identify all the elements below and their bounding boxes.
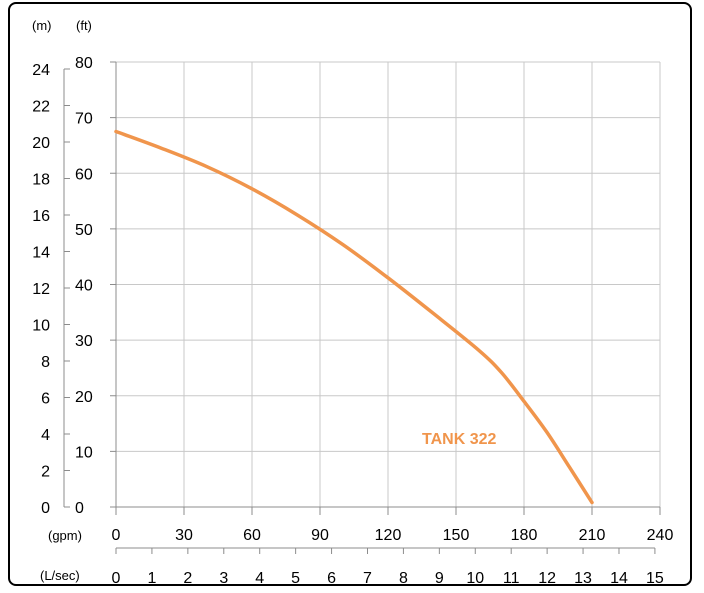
meter-tick-label: 20 bbox=[32, 135, 50, 152]
gpm-tick-label: 30 bbox=[175, 527, 193, 544]
chart-frame bbox=[8, 2, 692, 586]
meter-tick-label: 0 bbox=[41, 500, 50, 517]
lsec-tick-label: 1 bbox=[147, 570, 156, 587]
flow-lsec-unit-label: (L/sec) bbox=[40, 568, 80, 583]
ft-tick-label: 10 bbox=[75, 444, 93, 461]
ft-tick-label: 20 bbox=[75, 389, 93, 406]
lsec-tick-label: 8 bbox=[399, 570, 408, 587]
gpm-tick-label: 210 bbox=[579, 527, 606, 544]
lsec-tick-label: 3 bbox=[219, 570, 228, 587]
lsec-tick-label: 10 bbox=[466, 570, 484, 587]
meter-tick-label: 10 bbox=[32, 318, 50, 335]
gpm-tick-label: 180 bbox=[511, 527, 538, 544]
meter-tick-label: 18 bbox=[32, 172, 50, 189]
ft-tick-label: 50 bbox=[75, 222, 93, 239]
lsec-tick-label: 2 bbox=[183, 570, 192, 587]
lsec-tick-label: 11 bbox=[503, 570, 520, 587]
meter-tick-label: 6 bbox=[41, 391, 50, 408]
meter-tick-label: 2 bbox=[41, 464, 50, 481]
gpm-tick-label: 60 bbox=[243, 527, 261, 544]
meter-tick-label: 22 bbox=[32, 99, 50, 116]
lsec-tick-label: 12 bbox=[538, 570, 556, 587]
flow-gpm-unit-label: (gpm) bbox=[48, 528, 82, 543]
lsec-tick-label: 13 bbox=[574, 570, 592, 587]
ft-tick-label: 60 bbox=[75, 166, 93, 183]
lsec-tick-label: 9 bbox=[435, 570, 444, 587]
series-label-tank-322: TANK 322 bbox=[422, 431, 496, 448]
lsec-tick-label: 6 bbox=[327, 570, 336, 587]
ft-tick-label: 40 bbox=[75, 278, 93, 295]
ft-tick-label: 80 bbox=[75, 55, 93, 72]
head-ft-unit-label: (ft) bbox=[76, 18, 92, 33]
meter-tick-label: 4 bbox=[41, 427, 50, 444]
series-line-tank-322 bbox=[114, 129, 594, 505]
gpm-tick-label: 120 bbox=[375, 527, 402, 544]
lsec-tick-label: 15 bbox=[646, 570, 664, 587]
ft-tick-label: 70 bbox=[75, 111, 93, 128]
gpm-tick-label: 240 bbox=[647, 527, 674, 544]
gpm-tick-label: 150 bbox=[443, 527, 470, 544]
meter-tick-label: 8 bbox=[41, 354, 50, 371]
lsec-tick-label: 0 bbox=[112, 570, 121, 587]
meter-tick-label: 24 bbox=[32, 62, 50, 79]
meter-tick-label: 14 bbox=[32, 245, 50, 262]
ft-tick-label: 30 bbox=[75, 333, 93, 350]
meter-tick-label: 16 bbox=[32, 208, 50, 225]
lsec-tick-label: 5 bbox=[291, 570, 300, 587]
ft-tick-label: 0 bbox=[75, 500, 84, 517]
head-m-unit-label: (m) bbox=[32, 18, 52, 33]
gpm-tick-label: 0 bbox=[112, 527, 121, 544]
gpm-tick-label: 90 bbox=[311, 527, 329, 544]
lsec-tick-label: 7 bbox=[363, 570, 372, 587]
meter-tick-label: 12 bbox=[32, 281, 50, 298]
lsec-tick-label: 4 bbox=[255, 570, 264, 587]
lsec-tick-label: 14 bbox=[610, 570, 628, 587]
